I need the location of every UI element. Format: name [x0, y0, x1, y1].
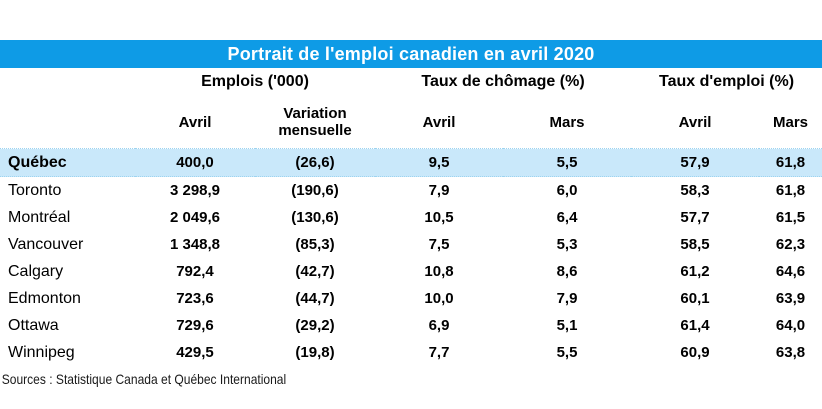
city-cell: Montréal	[8, 208, 71, 226]
value-cell: 61,5	[775, 209, 806, 226]
city-cell: Vancouver	[8, 235, 84, 253]
value-cell: 64,6	[775, 263, 806, 280]
value-cell: 61,8	[759, 148, 822, 177]
value-cell: 792,4	[176, 263, 214, 280]
value-cell: 5,3	[556, 236, 578, 253]
value-cell: 9,5	[375, 148, 503, 177]
city-cell: Ottawa	[8, 316, 59, 334]
value-cell: 5,5	[503, 148, 632, 177]
value-cell: 400,0	[135, 148, 255, 177]
table-row: Toronto 3 298,9 (190,6) 7,9 6,0 58,3 61,8	[0, 177, 822, 205]
group-header-emploi: Taux d'emploi (%)	[658, 73, 795, 90]
value-cell: (29,2)	[295, 317, 335, 334]
value-cell: 61,8	[775, 182, 806, 199]
table-body: Québec 400,0 (26,6) 9,5 5,5 57,9 61,8 Toronto 3 …	[0, 148, 822, 367]
value-cell: 10,8	[424, 263, 454, 280]
table-row: Québec 400,0 (26,6) 9,5 5,5 57,9 61,8	[0, 148, 822, 177]
value-cell: 60,9	[680, 344, 710, 361]
table-row: Calgary 792,4 (42,7) 10,8 8,6 61,2 64,6	[0, 258, 822, 285]
group-header-emplois: Emplois ('000)	[201, 73, 309, 90]
value-cell: 61,2	[680, 263, 710, 280]
value-cell: 57,9	[631, 148, 760, 177]
corner-cell	[0, 68, 135, 96]
table-row: Vancouver 1 348,8 (85,3) 7,5 5,3 58,5 62,3	[0, 231, 822, 258]
table-row: Edmonton 723,6 (44,7) 10,0 7,9 60,1 63,9	[0, 285, 822, 312]
value-cell: 64,0	[775, 317, 806, 334]
city-cell: Québec	[0, 148, 135, 177]
value-cell: (26,6)	[255, 148, 375, 177]
value-cell: 10,5	[424, 209, 454, 226]
subheader-emploi-mars: Mars	[773, 113, 809, 131]
subheader-chomage-avril: Avril	[422, 113, 456, 131]
city-cell: Winnipeg	[8, 343, 75, 361]
column-group-header-row: Emplois ('000) Taux de chômage (%) Taux …	[0, 68, 822, 96]
table-row: Ottawa 729,6 (29,2) 6,9 5,1 61,4 64,0	[0, 312, 822, 339]
value-cell: 7,9	[556, 290, 578, 307]
value-cell: 58,3	[680, 182, 710, 199]
value-cell: 7,7	[428, 344, 450, 361]
value-cell: (190,6)	[291, 182, 339, 199]
value-cell: 63,9	[775, 290, 806, 307]
corner-cell	[0, 96, 135, 149]
value-cell: 429,5	[176, 344, 214, 361]
value-cell: 6,0	[556, 182, 578, 199]
subheader-emploi-avril: Avril	[678, 113, 712, 131]
value-cell: (42,7)	[295, 263, 335, 280]
subheader-variation-mensuelle: Variation mensuelle	[278, 105, 352, 139]
value-cell: 729,6	[176, 317, 214, 334]
value-cell: 5,1	[556, 317, 578, 334]
value-cell: 10,0	[424, 290, 454, 307]
subheader-chomage-mars: Mars	[549, 113, 585, 131]
subheader-emplois-avril: Avril	[178, 113, 212, 131]
value-cell: 7,9	[428, 182, 450, 199]
value-cell: 6,9	[428, 317, 450, 334]
table-row: Montréal 2 049,6 (130,6) 10,5 6,4 57,7 61,5	[0, 204, 822, 231]
city-cell: Toronto	[8, 181, 62, 199]
value-cell: (130,6)	[291, 209, 339, 226]
value-cell: (19,8)	[295, 344, 335, 361]
group-header-chomage: Taux de chômage (%)	[421, 73, 585, 90]
value-cell: 57,7	[680, 209, 710, 226]
value-cell: 63,8	[775, 344, 806, 361]
employment-table: Emplois ('000) Taux de chômage (%) Taux …	[0, 68, 822, 366]
city-cell: Edmonton	[8, 289, 81, 307]
value-cell: 3 298,9	[169, 182, 221, 199]
value-cell: 5,5	[556, 344, 578, 361]
value-cell: 1 348,8	[169, 236, 221, 253]
value-cell: 7,5	[428, 236, 450, 253]
city-cell: Calgary	[8, 262, 64, 280]
value-cell: 8,6	[556, 263, 578, 280]
value-cell: (85,3)	[295, 236, 335, 253]
value-cell: 61,4	[680, 317, 710, 334]
value-cell: 60,1	[680, 290, 710, 307]
value-cell: 58,5	[680, 236, 710, 253]
source-note: Sources : Statistique Canada et Québec I…	[1, 371, 287, 387]
value-cell: 2 049,6	[169, 209, 221, 226]
table-row: Winnipeg 429,5 (19,8) 7,7 5,5 60,9 63,8	[0, 339, 822, 366]
value-cell: 723,6	[176, 290, 214, 307]
subheader-row: Avril Variation mensuelle Avril Mars Avr…	[0, 96, 822, 149]
value-cell: (44,7)	[295, 290, 335, 307]
value-cell: 62,3	[775, 236, 806, 253]
value-cell: 6,4	[556, 209, 578, 226]
table-title: Portrait de l'emploi canadien en avril 2…	[0, 40, 822, 68]
